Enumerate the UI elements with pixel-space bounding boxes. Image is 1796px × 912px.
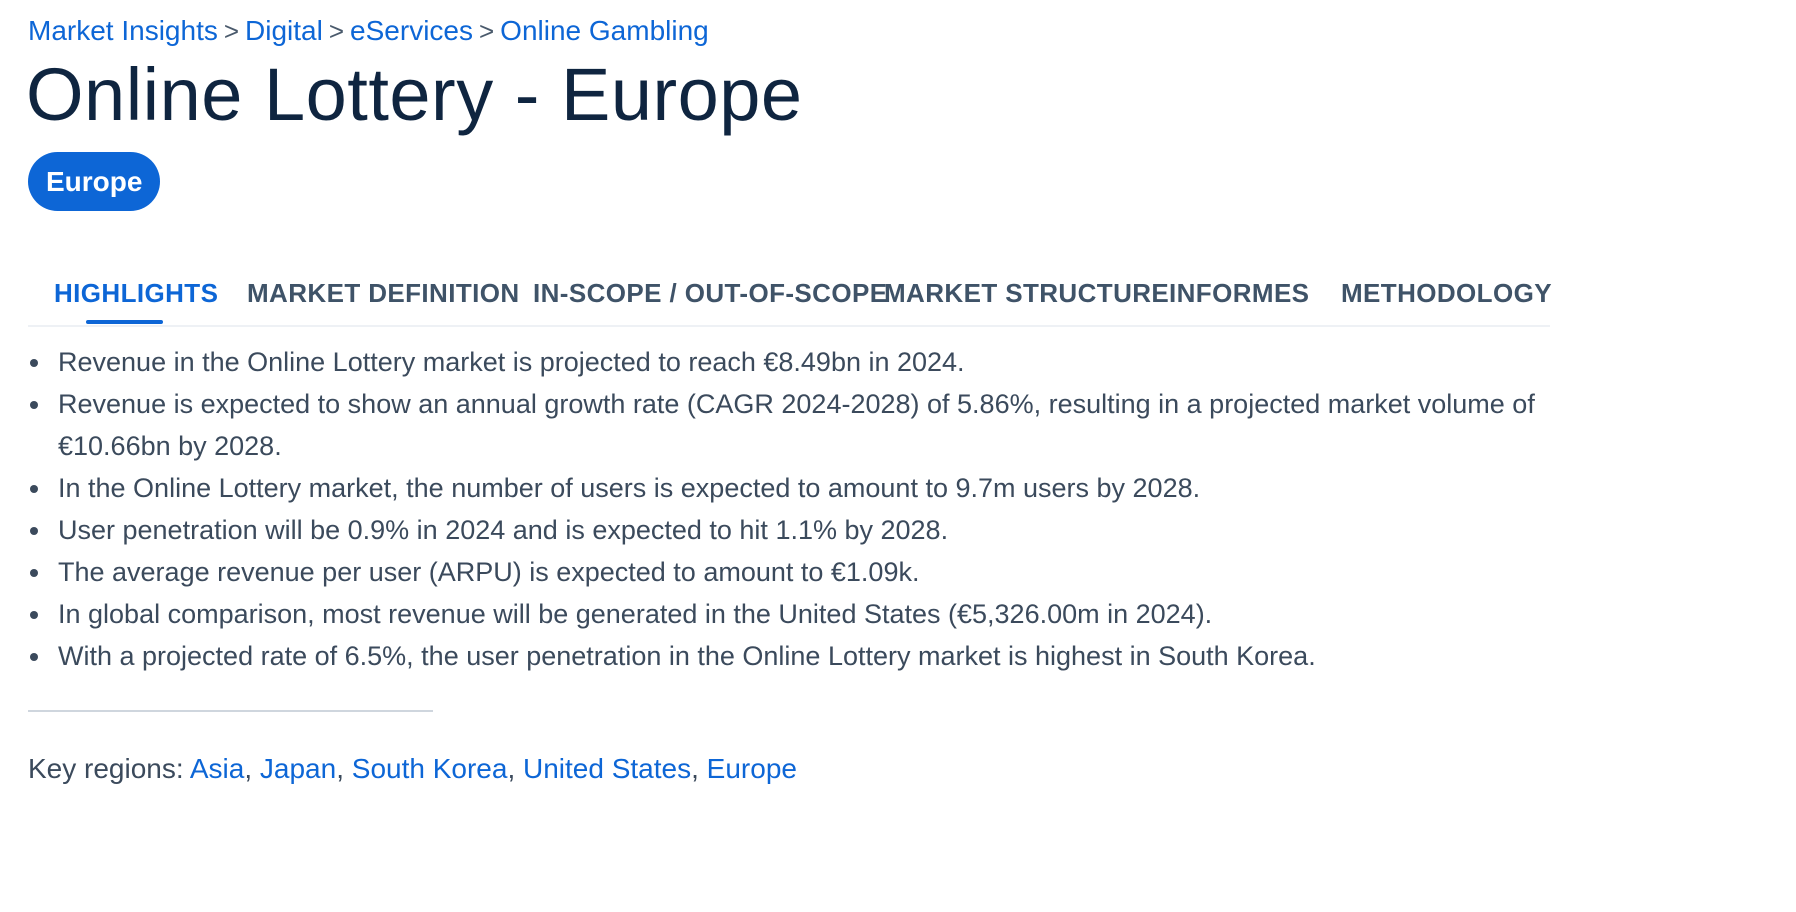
- highlight-item: Revenue is expected to show an annual gr…: [28, 383, 1563, 467]
- region-pill-europe[interactable]: Europe: [28, 152, 161, 211]
- section-divider: [28, 710, 433, 712]
- key-regions: Key regions: Asia, Japan, South Korea, U…: [28, 753, 797, 784]
- breadcrumb-online-gambling[interactable]: Online Gambling: [500, 15, 709, 46]
- tab-in-scope-out-of-scope[interactable]: IN-SCOPE / OUT-OF-SCOPE: [533, 278, 888, 308]
- highlight-item: Revenue in the Online Lottery market is …: [28, 341, 1563, 383]
- breadcrumb-separator: >: [478, 16, 495, 46]
- key-regions-label: Key regions:: [28, 753, 184, 784]
- highlight-item: In global comparison, most revenue will …: [28, 593, 1563, 635]
- highlight-item: User penetration will be 0.9% in 2024 an…: [28, 509, 1563, 551]
- active-tab-indicator: [86, 320, 163, 324]
- tab-methodology[interactable]: METHODOLOGY: [1341, 278, 1552, 308]
- tab-informes[interactable]: INFORMES: [1169, 278, 1310, 308]
- highlight-item: With a projected rate of 6.5%, the user …: [28, 635, 1563, 677]
- highlights-list: Revenue in the Online Lottery market is …: [28, 341, 1563, 677]
- breadcrumb-eservices[interactable]: eServices: [350, 15, 473, 46]
- key-region-link-japan[interactable]: Japan: [259, 753, 337, 784]
- tab-market-structure[interactable]: MARKET STRUCTURE: [884, 278, 1170, 308]
- key-region-link-south-korea[interactable]: South Korea: [351, 753, 508, 784]
- breadcrumb-separator: >: [223, 16, 240, 46]
- tab-market-definition[interactable]: MARKET DEFINITION: [247, 278, 520, 308]
- key-region-link-asia[interactable]: Asia: [189, 753, 245, 784]
- tab-bar: HIGHLIGHTS MARKET DEFINITION IN-SCOPE / …: [28, 270, 1552, 327]
- breadcrumb-separator: >: [328, 16, 345, 46]
- key-region-link-united-states[interactable]: United States: [523, 753, 692, 784]
- key-region-link-europe[interactable]: Europe: [706, 753, 797, 784]
- page-title: Online Lottery - Europe: [26, 53, 803, 136]
- breadcrumb: Market Insights > Digital > eServices > Online…: [28, 14, 709, 48]
- highlight-item: In the Online Lottery market, the number…: [28, 467, 1563, 509]
- tab-highlights[interactable]: HIGHLIGHTS: [54, 278, 219, 308]
- highlight-item: The average revenue per user (ARPU) is e…: [28, 551, 1563, 593]
- breadcrumb-digital[interactable]: Digital: [245, 15, 323, 46]
- breadcrumb-market-insights[interactable]: Market Insights: [28, 15, 218, 46]
